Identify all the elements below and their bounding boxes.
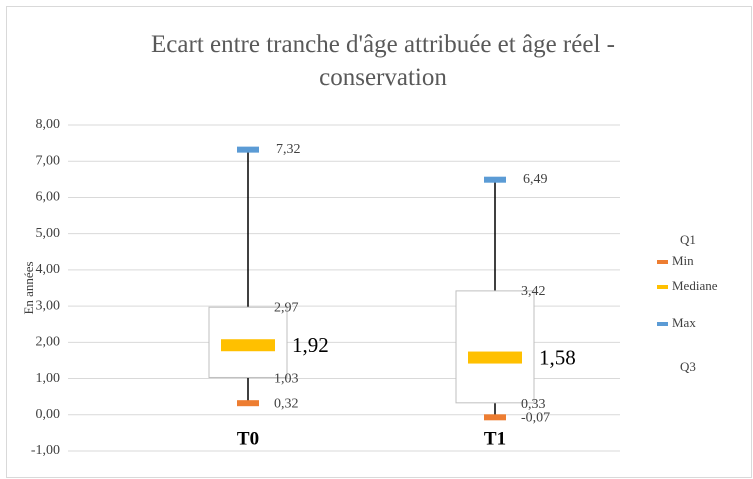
- legend-swatch: [657, 260, 668, 264]
- y-tick-label: 3,00: [36, 298, 61, 313]
- legend-label: Max: [672, 315, 696, 330]
- y-tick-label: 1,00: [36, 371, 61, 386]
- legend-label: Q1: [680, 232, 696, 247]
- max-label: 7,32: [276, 142, 301, 157]
- y-tick-label: 0,00: [36, 407, 61, 422]
- y-tick-label: -1,00: [31, 443, 60, 458]
- box: [455, 290, 535, 404]
- legend-swatch: [657, 322, 668, 326]
- y-tick-label: 7,00: [36, 153, 61, 168]
- x-tick-label: T1: [484, 428, 506, 449]
- q3-label: 3,42: [521, 284, 546, 299]
- y-tick-label: 6,00: [36, 190, 61, 205]
- min-label: 0,32: [274, 396, 299, 411]
- median-label: 1,58: [539, 345, 576, 369]
- median-marker: [468, 351, 522, 364]
- legend-label: Q3: [680, 359, 696, 374]
- chart-frame: [6, 6, 752, 478]
- legend-swatch: [657, 285, 668, 289]
- min-marker: [484, 414, 506, 421]
- y-tick-label: 2,00: [36, 335, 61, 350]
- median-marker: [221, 339, 275, 352]
- min-label: -0,07: [521, 411, 550, 426]
- y-axis-label: En années: [21, 261, 36, 314]
- q3-label: 2,97: [274, 300, 299, 315]
- min-marker: [237, 400, 259, 407]
- q1-label: 0,33: [521, 397, 546, 412]
- y-tick-label: 5,00: [36, 226, 61, 241]
- y-tick-label: 8,00: [36, 117, 61, 132]
- max-marker: [484, 176, 506, 183]
- legend-label: Mediane: [672, 278, 718, 293]
- max-marker: [237, 146, 259, 153]
- chart-title: Ecart entre tranche d'âge attribuée et â…: [151, 31, 615, 91]
- max-label: 6,49: [523, 172, 548, 187]
- q1-label: 1,03: [274, 372, 299, 387]
- y-tick-label: 4,00: [36, 262, 61, 277]
- x-tick-label: T0: [237, 428, 259, 449]
- legend-label: Min: [672, 253, 694, 268]
- median-label: 1,92: [292, 333, 329, 357]
